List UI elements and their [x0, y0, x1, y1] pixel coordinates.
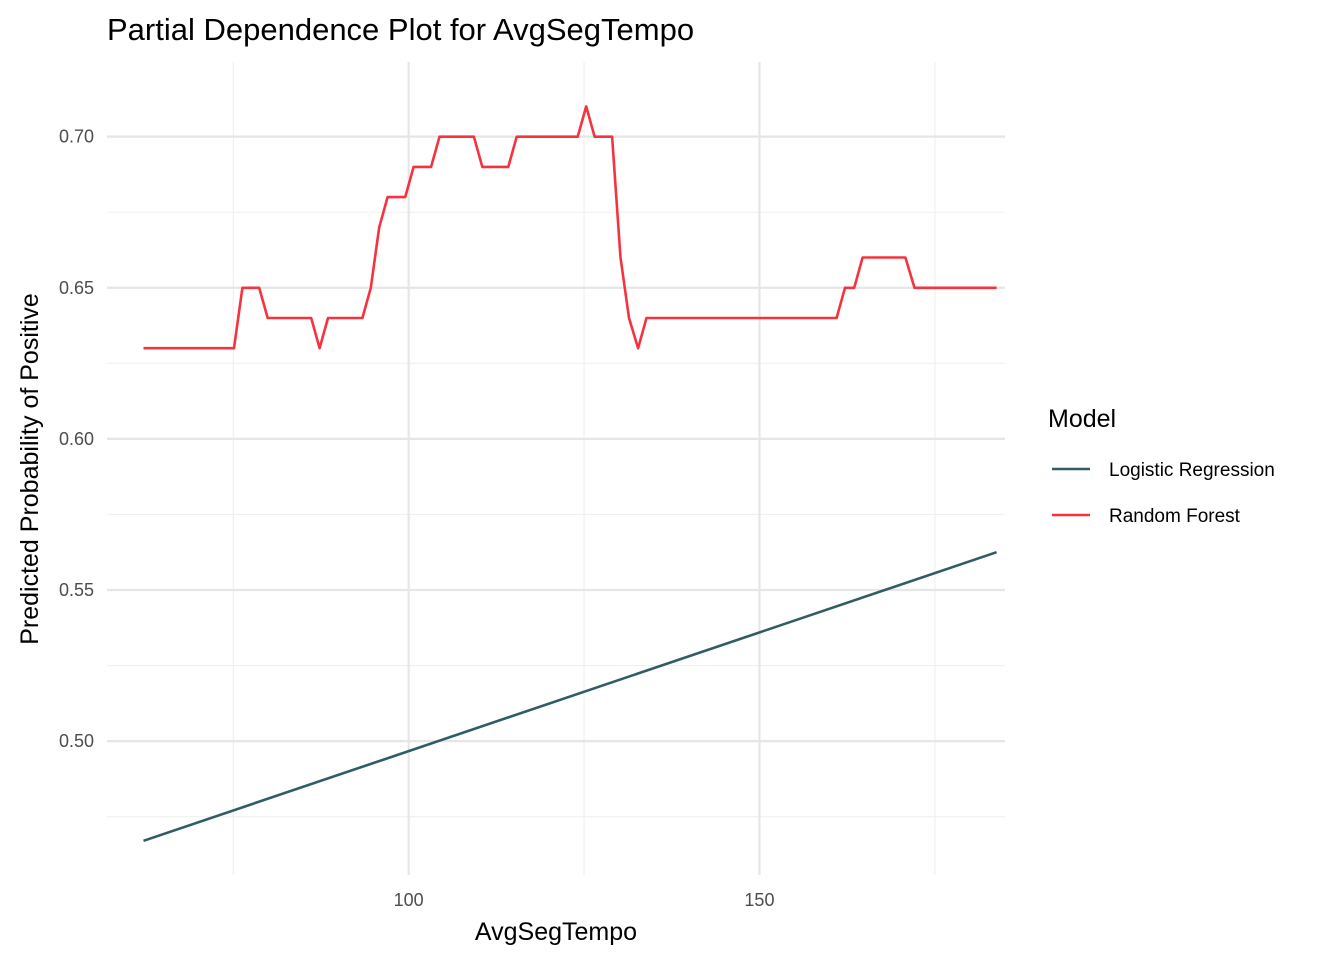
legend-items: Logistic Regression Random Forest	[1052, 460, 1275, 527]
x-axis-title: AvgSegTempo	[475, 918, 637, 946]
plot-series	[143, 105, 998, 843]
legend-label-random-forest: Random Forest	[1109, 506, 1241, 527]
series-line-random-forest	[143, 105, 997, 350]
y-tick-label: 0.55	[59, 580, 94, 600]
series-line-logistic-regression	[143, 550, 998, 843]
x-tick-label: 150	[744, 890, 774, 910]
y-axis-title: Predicted Probability of Positive	[16, 293, 44, 645]
grid	[107, 62, 1005, 875]
y-tick-label: 0.50	[59, 731, 94, 751]
x-tick-label: 100	[394, 890, 424, 910]
chart-title: Partial Dependence Plot for AvgSegTempo	[107, 12, 694, 47]
legend-title: Model	[1048, 405, 1116, 433]
y-axis-ticks: 0.50 0.55 0.60 0.65 0.70	[59, 127, 94, 751]
legend-label-logistic-regression: Logistic Regression	[1109, 460, 1275, 481]
x-axis-ticks: 100 150	[394, 890, 775, 910]
y-tick-label: 0.70	[59, 127, 94, 147]
legend: Model Logistic Regression Random Forest	[1048, 405, 1275, 527]
y-tick-label: 0.60	[59, 429, 94, 449]
y-tick-label: 0.65	[59, 278, 94, 298]
